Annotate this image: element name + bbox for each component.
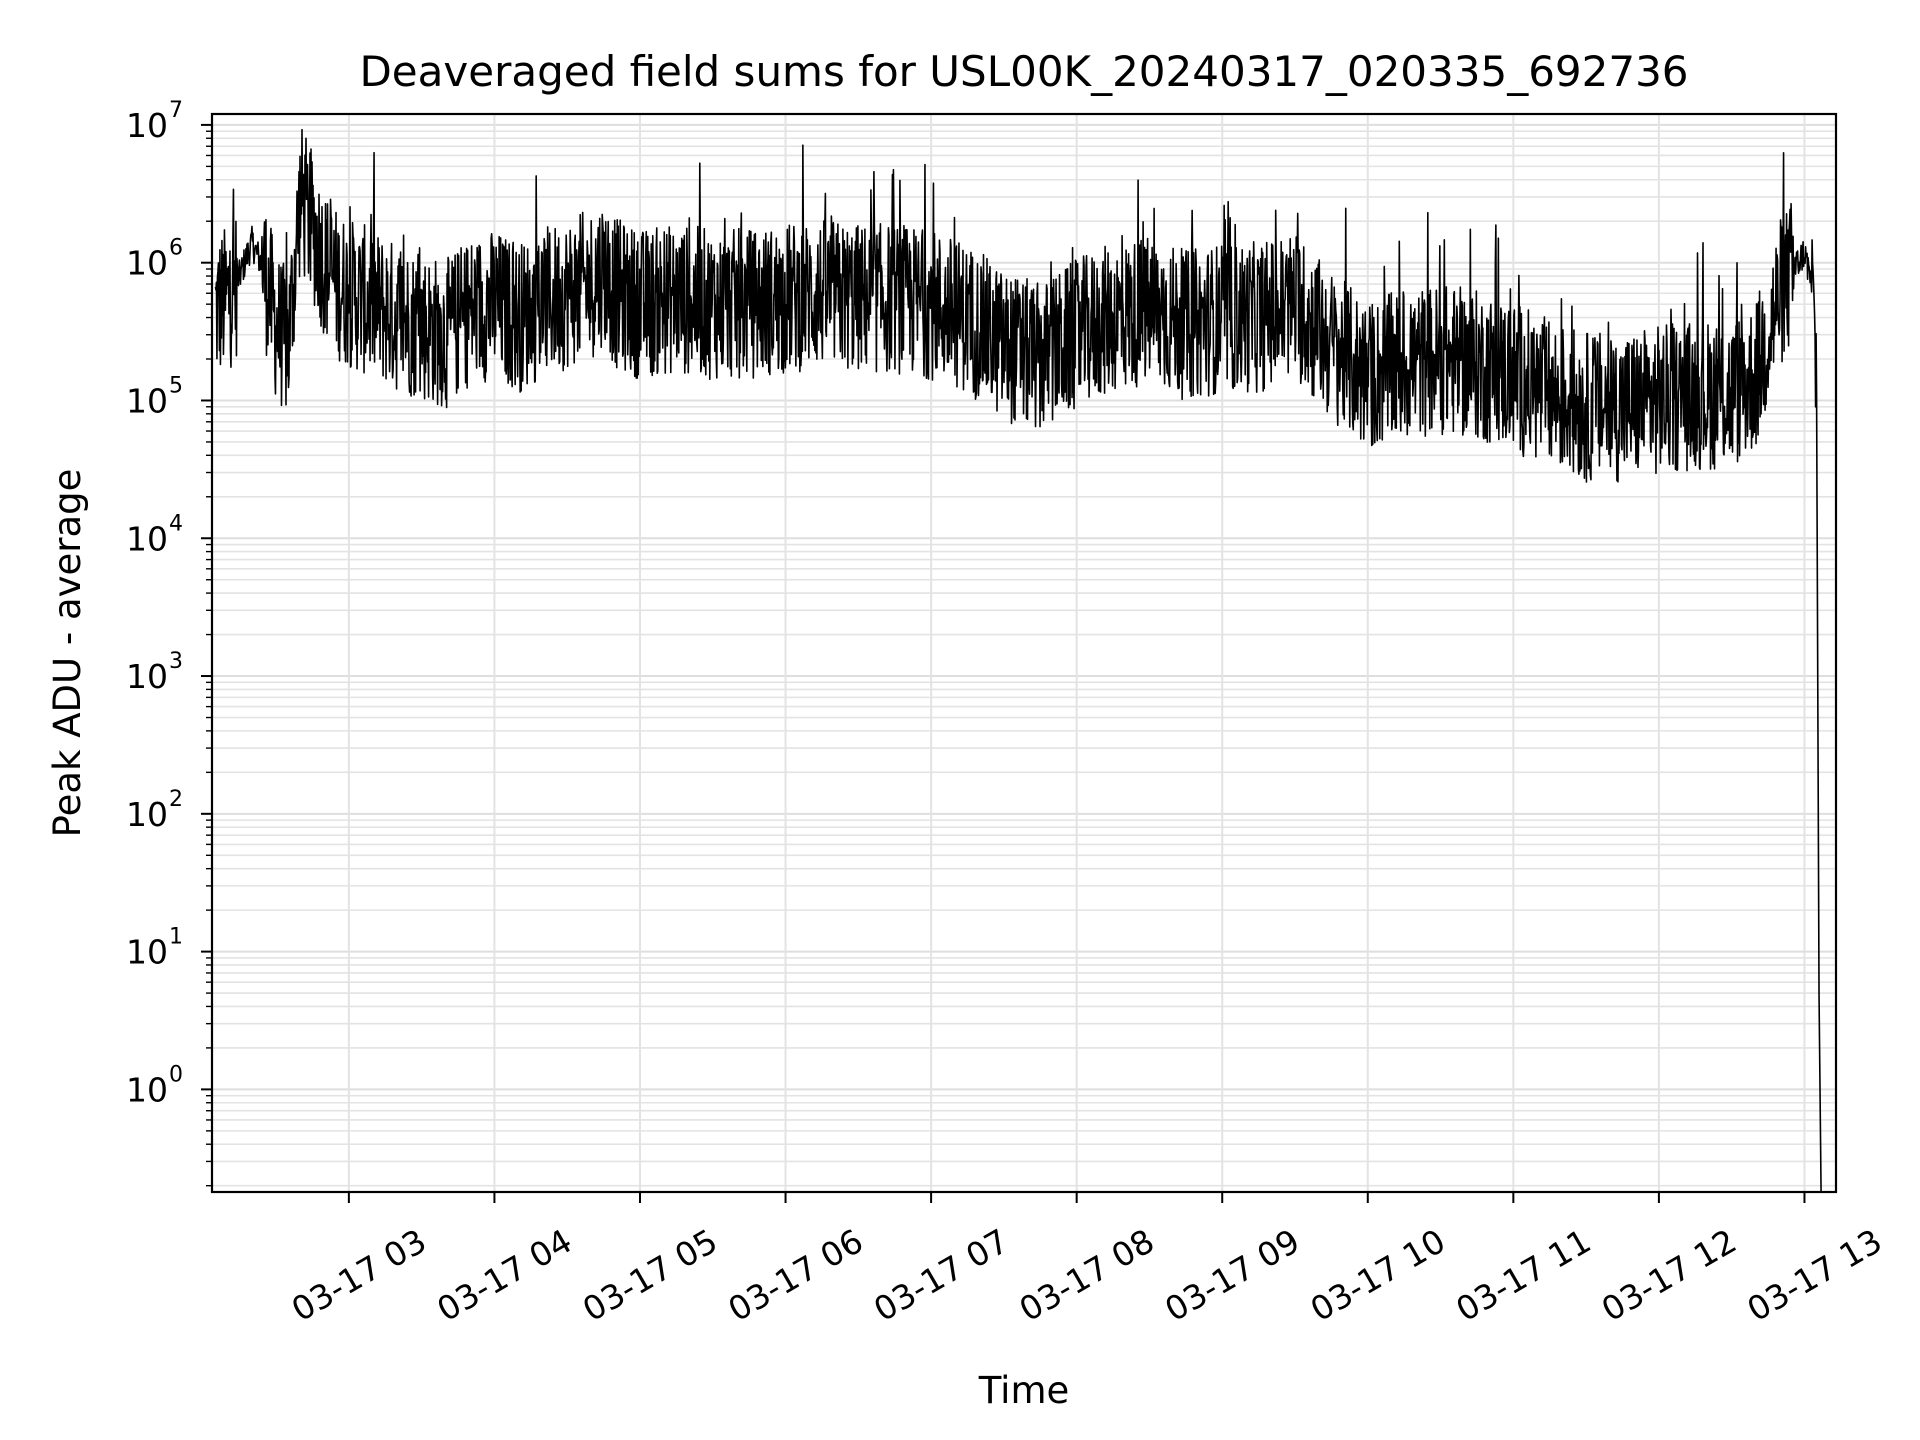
- y-tick-label: 10: [126, 519, 168, 558]
- chart-title: Deaveraged field sums for USL00K_2024031…: [359, 47, 1688, 96]
- y-tick-label: 10: [126, 244, 168, 283]
- x-tick-label: 03-17 07: [867, 1221, 1015, 1329]
- grid-layer: [212, 114, 1836, 1192]
- x-tick-label: 03-17 11: [1449, 1221, 1597, 1329]
- y-tick-label: 10: [126, 795, 168, 834]
- x-tick-label: 03-17 13: [1740, 1221, 1888, 1329]
- x-axis-label: Time: [978, 1369, 1070, 1412]
- y-tick-label: 10: [126, 381, 168, 420]
- y-tick-label: 10: [126, 1070, 168, 1109]
- y-tick-label: 10: [126, 657, 168, 696]
- series-line: [214, 128, 1822, 1192]
- series-layer: [214, 128, 1822, 1192]
- y-tick-exponent: 3: [169, 649, 183, 674]
- y-axis-label: Peak ADU - average: [46, 469, 89, 838]
- x-tick-label: 03-17 06: [722, 1221, 870, 1329]
- y-tick-label: 10: [126, 933, 168, 972]
- y-tick-exponent: 0: [169, 1062, 183, 1087]
- x-tick-label: 03-17 04: [430, 1221, 578, 1329]
- y-tick-exponent: 4: [169, 511, 183, 536]
- plot-frame: [210, 112, 1838, 1194]
- y-tick-exponent: 7: [169, 98, 183, 123]
- x-tick-label: 03-17 08: [1013, 1221, 1161, 1329]
- y-tick-exponent: 6: [169, 236, 183, 261]
- x-tick-label: 03-17 05: [576, 1221, 724, 1329]
- y-tick-exponent: 1: [169, 925, 183, 950]
- x-tick-label: 03-17 12: [1595, 1221, 1743, 1329]
- x-tick-label: 03-17 03: [285, 1221, 433, 1329]
- y-tick-exponent: 2: [169, 787, 183, 812]
- y-tick-exponent: 5: [169, 373, 183, 398]
- x-tick-label: 03-17 09: [1158, 1221, 1306, 1329]
- x-tick-label: 03-17 10: [1304, 1221, 1452, 1329]
- y-tick-label: 10: [126, 106, 168, 145]
